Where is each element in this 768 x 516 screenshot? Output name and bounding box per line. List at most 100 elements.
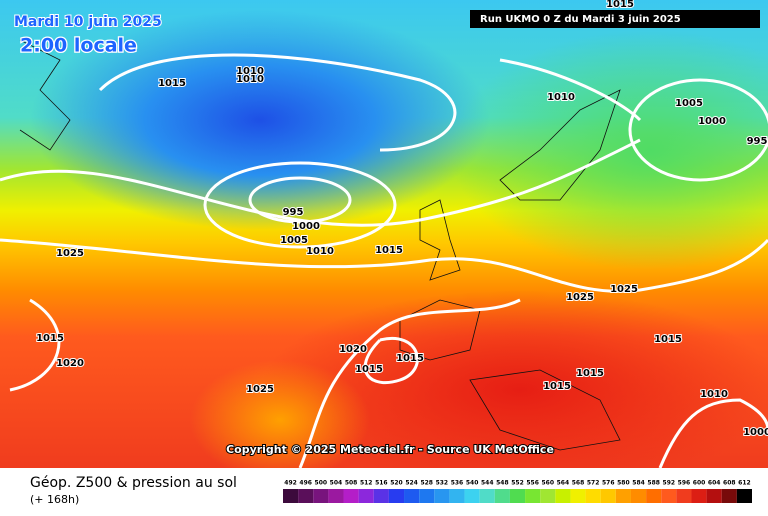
isobar-label: 1015 [576,368,604,379]
scale-swatch [661,489,677,503]
isobar-label: 1020 [56,358,84,369]
isobar-label: 1015 [543,381,571,392]
scale-swatch [676,489,692,503]
scale-label: 544 [481,480,494,487]
scale-label: 504 [330,480,343,487]
scale-swatch [419,489,435,503]
scale-label: 596 [678,480,691,487]
scale-swatch [373,489,389,503]
scale-label: 536 [451,480,464,487]
scale-label: 552 [511,480,524,487]
scale-label: 564 [557,480,570,487]
scale-label: 556 [526,480,539,487]
scale-label: 600 [693,480,706,487]
scale-label: 612 [738,480,751,487]
map-labels: Mardi 10 juin 2025 2:00 locale Run UKMO 0 … [13,0,768,506]
scale-label: 604 [708,480,721,487]
scale-swatch [525,489,541,503]
isobar-label: 1015 [355,364,383,375]
isobar-label: 1015 [396,353,424,364]
scale-label: 608 [723,480,736,487]
scale-swatch [298,489,314,503]
coastlines [19,39,621,451]
scale-label: 512 [360,480,373,487]
isobar-label: 1020 [339,344,367,355]
scale-label: 492 [284,480,297,487]
scale-swatch [479,489,495,503]
scale-swatch [585,489,601,503]
scale-swatch [283,489,299,503]
isobar-label: 1025 [610,284,638,295]
isobar-label: 995 [747,136,768,147]
scale-swatch [404,489,420,503]
scale-swatch [388,489,405,503]
isobar-label: 1005 [280,235,308,246]
isobar-label: 1025 [246,384,274,395]
scale-swatch [615,489,631,503]
scale-label: 588 [647,480,660,487]
isobar-label: 1010 [547,92,575,103]
scale-label: 592 [663,480,676,487]
scale-swatch [691,489,707,503]
scale-label: 528 [420,480,433,487]
scale-swatch [555,489,571,503]
scale-label: 516 [375,480,388,487]
isobar-label: 1015 [654,334,682,345]
local-time: 2:00 locale [20,35,137,57]
isobar-label: 1015 [375,245,403,256]
run-info: Run UKMO 0 Z du Mardi 3 juin 2025 [480,14,681,25]
isobar-label: 1010 [700,389,728,400]
isobar-label: 1010 [236,66,264,77]
isobar-label: 1015 [606,0,634,10]
scale-swatch [736,489,752,503]
scale-label: 508 [345,480,358,487]
isobar-label: 1010 [306,246,334,257]
isobar-label: 1000 [743,427,768,438]
isobar-label: 995 [283,207,304,218]
scale-label: 520 [390,480,403,487]
isobar-label: 1015 [158,78,186,89]
scale-label: 540 [466,480,479,487]
copyright: Copyright © 2025 Meteociel.fr - Source U… [226,443,554,456]
footer-title: Géop. Z500 & pression au sol [30,475,237,491]
isobar-label: 1025 [56,248,84,259]
scale-swatch [630,489,647,503]
scale-label: 524 [405,480,418,487]
scale-swatch [449,489,465,503]
scale-swatch [509,489,526,503]
isobar-label: 1005 [675,98,703,109]
scale-label: 496 [299,480,312,487]
run-box [470,10,760,28]
scale-label: 560 [541,480,554,487]
scale-swatch [343,489,359,503]
scale-swatch [706,489,722,503]
scale-swatch [358,489,374,503]
scale-label: 500 [315,480,328,487]
scale-swatch [313,489,329,503]
scale-swatch [540,489,556,503]
scale-swatch [600,489,616,503]
scale-label: 568 [572,480,585,487]
scale-swatch [570,489,586,503]
scale-label: 580 [617,480,630,487]
scale-swatch [646,489,662,503]
scale-label: 532 [436,480,449,487]
scale-label: 584 [632,480,645,487]
isobar-label: 1000 [698,116,726,127]
scale-swatch [494,489,510,503]
isobar-label: 1015 [36,333,64,344]
forecast-date: Mardi 10 juin 2025 [14,14,162,30]
scale-label: 572 [587,480,600,487]
isobars [0,53,768,469]
scale-label: 548 [496,480,509,487]
footer-subtitle: (+ 168h) [30,493,79,506]
map-field [0,0,768,490]
scale-label: 576 [602,480,615,487]
scale-swatch [721,489,737,503]
scale-swatch [464,489,480,503]
isobar-label: 1025 [566,292,594,303]
isobar-label: 1010 [236,74,264,85]
scale-swatch [328,489,344,503]
scale-swatch [434,489,450,503]
